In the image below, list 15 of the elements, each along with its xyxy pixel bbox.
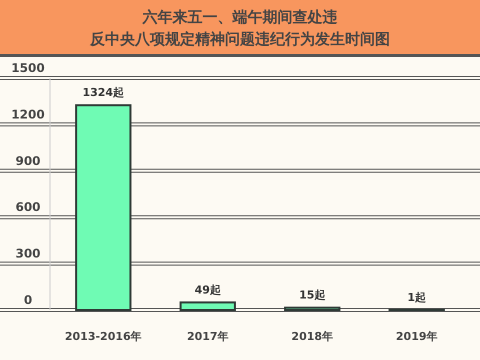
y-tick-label: 0 (24, 293, 32, 307)
x-tick-label: 2017年 (186, 330, 229, 343)
data-label: 15起 (299, 288, 326, 302)
x-tick-label: 2013-2016年 (64, 330, 142, 343)
x-tick-label: 2019年 (396, 330, 438, 343)
data-label: 1起 (407, 290, 426, 304)
data-label: 1324起 (82, 86, 124, 100)
y-tick-label: 1500 (11, 61, 45, 75)
chart-title: 六年来五一、端午期间查处违反中央八项规定精神问题违纪行为发生时间图 (89, 8, 390, 48)
y-tick-label: 900 (15, 154, 41, 168)
y-tick-label: 1200 (11, 107, 45, 122)
y-tick-label: 600 (15, 200, 41, 214)
data-label: 49起 (194, 283, 221, 296)
x-tick-label: 2018年 (291, 330, 334, 343)
y-tick-label: 300 (15, 246, 41, 261)
